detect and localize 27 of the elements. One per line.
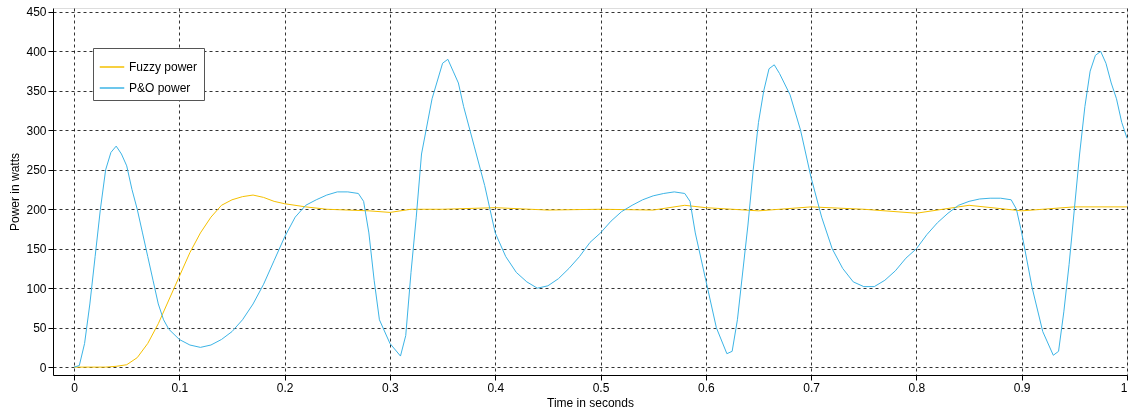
line-series bbox=[73, 50, 1128, 368]
y-tick-label: 450 bbox=[26, 5, 47, 20]
y-tick-label: 100 bbox=[26, 281, 47, 296]
y-tick-label: 200 bbox=[26, 202, 47, 217]
x-tick-label: 0.8 bbox=[908, 380, 926, 395]
x-tick-label: 0 bbox=[71, 380, 79, 395]
y-tick-label: 150 bbox=[26, 242, 47, 257]
legend-label: Fuzzy power bbox=[129, 60, 198, 74]
x-tick-label: 0.5 bbox=[592, 380, 610, 395]
x-tick-label: 0.7 bbox=[803, 380, 821, 395]
y-tick-label: 250 bbox=[26, 163, 47, 178]
y-axis-title: Power in watts bbox=[8, 152, 23, 232]
y-tick-label: 350 bbox=[26, 84, 47, 99]
x-tick-label: 0.4 bbox=[487, 380, 505, 395]
x-tick-label: 0.1 bbox=[171, 380, 189, 395]
x-tick-label: 0.3 bbox=[382, 380, 400, 395]
x-tick-label: 1 bbox=[1120, 380, 1128, 395]
x-axis-title: Time in seconds bbox=[547, 395, 634, 410]
line-series bbox=[73, 194, 1128, 368]
y-tick-label: 0 bbox=[39, 360, 47, 375]
y-tick-label: 50 bbox=[33, 321, 47, 336]
y-tick-label: 300 bbox=[26, 123, 47, 138]
x-tick-label: 0.2 bbox=[276, 380, 294, 395]
x-tick-label: 0.9 bbox=[1013, 380, 1031, 395]
x-tick-label: 0.6 bbox=[697, 380, 715, 395]
legend-label: P&O power bbox=[129, 81, 191, 95]
y-tick-label: 400 bbox=[26, 44, 47, 59]
